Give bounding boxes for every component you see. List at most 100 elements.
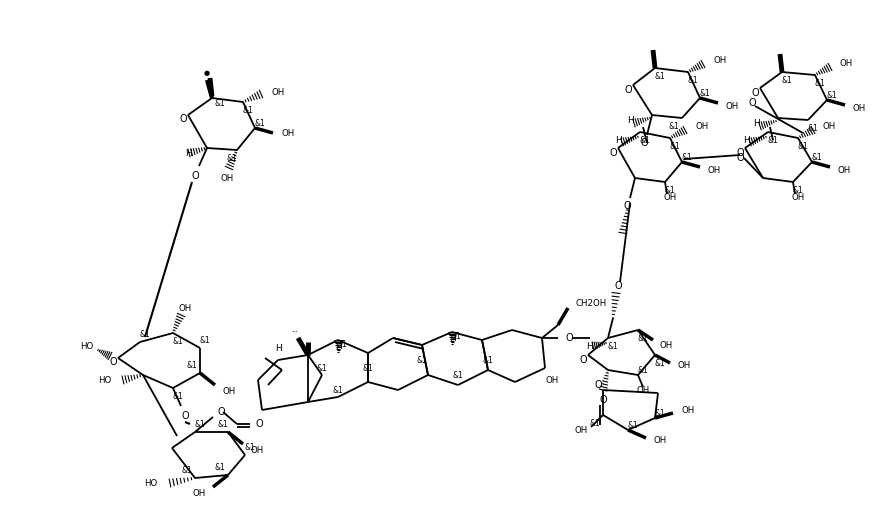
Text: OH: OH [192, 489, 206, 498]
Text: HO: HO [98, 376, 111, 384]
Text: &1: &1 [450, 332, 462, 340]
Text: &1: &1 [417, 356, 427, 364]
Text: O: O [600, 395, 607, 405]
Text: &1: &1 [200, 336, 210, 344]
Text: &1: &1 [453, 370, 464, 380]
Text: O: O [736, 153, 743, 163]
Text: &1: &1 [682, 152, 692, 161]
Text: OH: OH [840, 58, 853, 67]
Text: &1: &1 [140, 330, 150, 338]
Text: O: O [217, 407, 224, 417]
Text: O: O [736, 148, 743, 158]
Text: O: O [109, 357, 117, 367]
Text: &1: &1 [654, 359, 666, 367]
Text: &1: &1 [639, 135, 651, 145]
Text: OH: OH [637, 385, 650, 394]
Text: OH: OH [663, 193, 676, 201]
Text: OH: OH [654, 435, 668, 445]
Text: H: H [335, 341, 342, 351]
Text: &1: &1 [590, 419, 600, 428]
Text: OH: OH [681, 406, 694, 414]
Text: &1: &1 [811, 152, 822, 161]
Text: O: O [579, 355, 587, 365]
Text: &1: &1 [767, 135, 779, 145]
Text: &1: &1 [172, 391, 184, 401]
Text: O: O [623, 201, 630, 211]
Text: O: O [609, 148, 617, 158]
Text: OH: OH [695, 122, 708, 130]
Text: OH: OH [178, 304, 192, 313]
Text: HO: HO [144, 478, 157, 487]
Text: &1: &1 [194, 420, 206, 429]
Text: &1: &1 [668, 122, 679, 130]
Text: O: O [594, 380, 602, 390]
Text: &1: &1 [688, 76, 698, 84]
Text: OH: OH [545, 376, 558, 384]
Text: OH: OH [677, 360, 691, 369]
Text: H: H [743, 135, 750, 145]
Text: &1: &1 [826, 90, 837, 100]
Text: OH: OH [853, 104, 866, 112]
Text: OH: OH [222, 386, 235, 396]
Text: &1: &1 [217, 420, 229, 429]
Text: &1: &1 [654, 72, 666, 81]
Text: O: O [181, 411, 189, 421]
Text: &1: &1 [245, 443, 255, 452]
Text: ●: ● [204, 70, 210, 76]
Text: &1: &1 [317, 363, 328, 373]
Text: HO: HO [79, 341, 93, 351]
Text: O: O [255, 419, 262, 429]
Text: O: O [615, 281, 622, 291]
Text: OH: OH [221, 174, 234, 182]
Text: &1: &1 [781, 76, 792, 84]
Text: &1: &1 [336, 339, 347, 349]
Text: &1: &1 [243, 105, 253, 114]
Text: &1: &1 [638, 365, 648, 375]
Text: H: H [449, 334, 456, 342]
Text: &1: &1 [483, 356, 494, 364]
Text: OH: OH [713, 56, 726, 64]
Text: &1: &1 [333, 385, 343, 394]
Text: H: H [753, 119, 760, 128]
Text: OH: OH [823, 122, 836, 130]
Text: OH: OH [726, 102, 739, 110]
Text: &1: &1 [215, 462, 225, 472]
Text: &1: &1 [227, 153, 238, 162]
Text: O: O [640, 138, 648, 148]
Text: &1: &1 [699, 88, 711, 98]
Text: &1: &1 [608, 341, 618, 351]
Text: O: O [179, 114, 187, 124]
Text: H: H [627, 115, 634, 125]
Text: O: O [565, 333, 572, 343]
Text: H: H [185, 149, 192, 157]
Text: &1: &1 [363, 363, 374, 373]
Text: OH: OH [791, 193, 804, 201]
Text: &1: &1 [215, 99, 225, 107]
Text: &1: &1 [669, 142, 681, 151]
Text: OH: OH [281, 128, 294, 137]
Text: OH: OH [838, 166, 851, 174]
Text: O: O [748, 98, 756, 108]
Text: OH: OH [660, 340, 673, 350]
Text: ...: ... [291, 327, 298, 333]
Text: &1: &1 [793, 185, 804, 195]
Text: &1: &1 [665, 185, 675, 195]
Text: &1: &1 [815, 79, 826, 87]
Text: &1: &1 [628, 421, 638, 430]
Text: &1: &1 [797, 142, 808, 151]
Text: &1: &1 [654, 408, 666, 417]
Text: H: H [586, 341, 593, 351]
Text: CH2OH: CH2OH [575, 298, 607, 308]
Text: OH: OH [708, 166, 721, 174]
Text: &1: &1 [808, 124, 819, 132]
Text: H: H [615, 135, 622, 145]
Text: O: O [751, 88, 758, 98]
Text: O: O [192, 171, 199, 181]
Text: O: O [624, 85, 632, 95]
Text: OH: OH [250, 446, 263, 454]
Text: &1: &1 [638, 334, 648, 342]
Text: OH: OH [575, 426, 588, 434]
Text: &1: &1 [182, 466, 192, 475]
Text: OH: OH [271, 87, 284, 97]
Text: &1: &1 [186, 360, 198, 369]
